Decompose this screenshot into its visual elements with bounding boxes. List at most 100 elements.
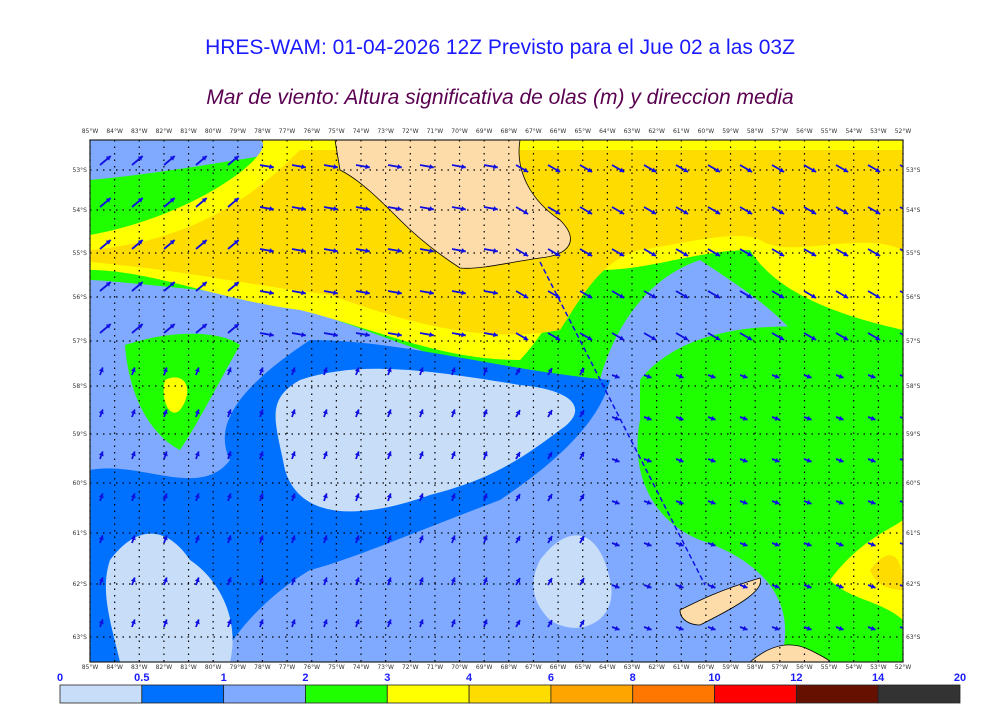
direction-arrow (387, 332, 402, 338)
direction-arrow (739, 541, 748, 547)
lon-label: 54°W (845, 128, 862, 135)
lon-label: 58°W (747, 664, 764, 671)
lon-label: 85°W (82, 664, 99, 671)
lon-label: 79°W (230, 664, 247, 671)
colorbar-tick: 0.5 (134, 672, 149, 684)
direction-arrow (675, 248, 689, 257)
direction-arrow (163, 197, 176, 208)
lon-label: 64°W (599, 664, 616, 671)
direction-arrow (707, 541, 716, 547)
direction-arrow (291, 164, 306, 170)
direction-arrow (98, 409, 104, 418)
direction-arrow (867, 457, 876, 463)
direction-arrow (354, 451, 360, 460)
direction-arrow (355, 332, 370, 338)
direction-arrow (867, 206, 881, 215)
direction-arrow (451, 248, 466, 254)
lon-label: 67°W (525, 128, 542, 135)
colorbar-tick: 2 (302, 672, 308, 684)
lon-label: 82°W (156, 128, 173, 135)
lon-label: 57°W (772, 664, 789, 671)
colorbar-tick: 8 (630, 672, 636, 684)
direction-arrow (707, 625, 716, 631)
lon-label: 80°W (205, 128, 222, 135)
lat-label: 57°S (73, 338, 88, 345)
direction-arrow (707, 457, 716, 463)
direction-arrow (771, 499, 780, 505)
direction-arrow (579, 206, 593, 215)
direction-arrow (867, 164, 881, 173)
direction-arrow (99, 197, 112, 208)
lon-label: 58°W (747, 128, 764, 135)
lat-label: 62°S (73, 581, 88, 588)
direction-arrow (611, 248, 625, 257)
direction-arrow (515, 290, 529, 299)
direction-arrow (867, 248, 881, 257)
lon-label: 85°W (82, 128, 99, 135)
lon-label: 74°W (353, 128, 370, 135)
direction-arrow (547, 248, 561, 257)
lon-label: 56°W (796, 664, 813, 671)
direction-arrow (258, 409, 264, 418)
direction-arrow (515, 493, 521, 502)
direction-arrow (803, 625, 812, 631)
direction-arrow (707, 206, 721, 215)
direction-arrow (611, 290, 625, 299)
direction-arrow (130, 535, 136, 544)
direction-arrow (867, 332, 881, 341)
lon-label: 52°W (895, 664, 912, 671)
direction-arrow (226, 409, 232, 418)
direction-arrow (291, 332, 306, 338)
direction-arrow (482, 577, 488, 586)
direction-arrow (835, 206, 849, 215)
lon-label: 53°W (870, 664, 887, 671)
direction-arrow (99, 323, 112, 334)
lon-label: 75°W (328, 128, 345, 135)
direction-arrow (611, 583, 620, 589)
direction-arrow (835, 499, 844, 505)
direction-arrow (130, 577, 136, 586)
lon-label: 61°W (673, 664, 690, 671)
direction-arrow (290, 451, 296, 460)
direction-arrow (803, 583, 812, 589)
direction-arrow (515, 577, 521, 586)
direction-arrow (386, 367, 392, 376)
lon-label: 59°W (722, 128, 739, 135)
colorbar-swatch (59, 684, 143, 704)
direction-arrow (418, 577, 424, 586)
colorbar-swatch (795, 684, 879, 704)
lat-label: 55°S (73, 250, 88, 257)
direction-arrow (323, 206, 338, 212)
lon-label: 67°W (525, 664, 542, 671)
direction-arrow (354, 535, 360, 544)
direction-arrow (290, 409, 296, 418)
direction-arrow (194, 409, 200, 418)
lon-label: 72°W (402, 664, 419, 671)
colorbar-swatch (223, 684, 306, 704)
direction-arrow (867, 541, 876, 547)
lon-label: 68°W (501, 664, 518, 671)
direction-arrow (322, 451, 328, 460)
colorbar-tick: 3 (384, 672, 390, 684)
direction-arrow (98, 577, 104, 586)
direction-arrow (611, 625, 620, 631)
direction-arrow (739, 457, 748, 463)
direction-arrow (322, 493, 328, 502)
lon-label: 63°W (624, 664, 641, 671)
direction-arrow (515, 332, 529, 341)
direction-arrow (803, 248, 817, 257)
lat-label: 55°S (906, 250, 921, 257)
direction-arrow (259, 332, 274, 338)
direction-arrow (258, 619, 264, 628)
colorbar-tick: 6 (548, 672, 554, 684)
direction-arrow (643, 583, 652, 589)
direction-arrow (99, 239, 112, 250)
direction-arrow (450, 451, 456, 460)
direction-arrow (387, 290, 402, 296)
field-light-blue-s (533, 535, 612, 628)
direction-arrow (643, 625, 652, 631)
direction-arrow (418, 409, 424, 418)
colorbar-swatch (714, 684, 797, 704)
lat-label: 59°S (73, 431, 88, 438)
direction-arrow (259, 290, 274, 296)
